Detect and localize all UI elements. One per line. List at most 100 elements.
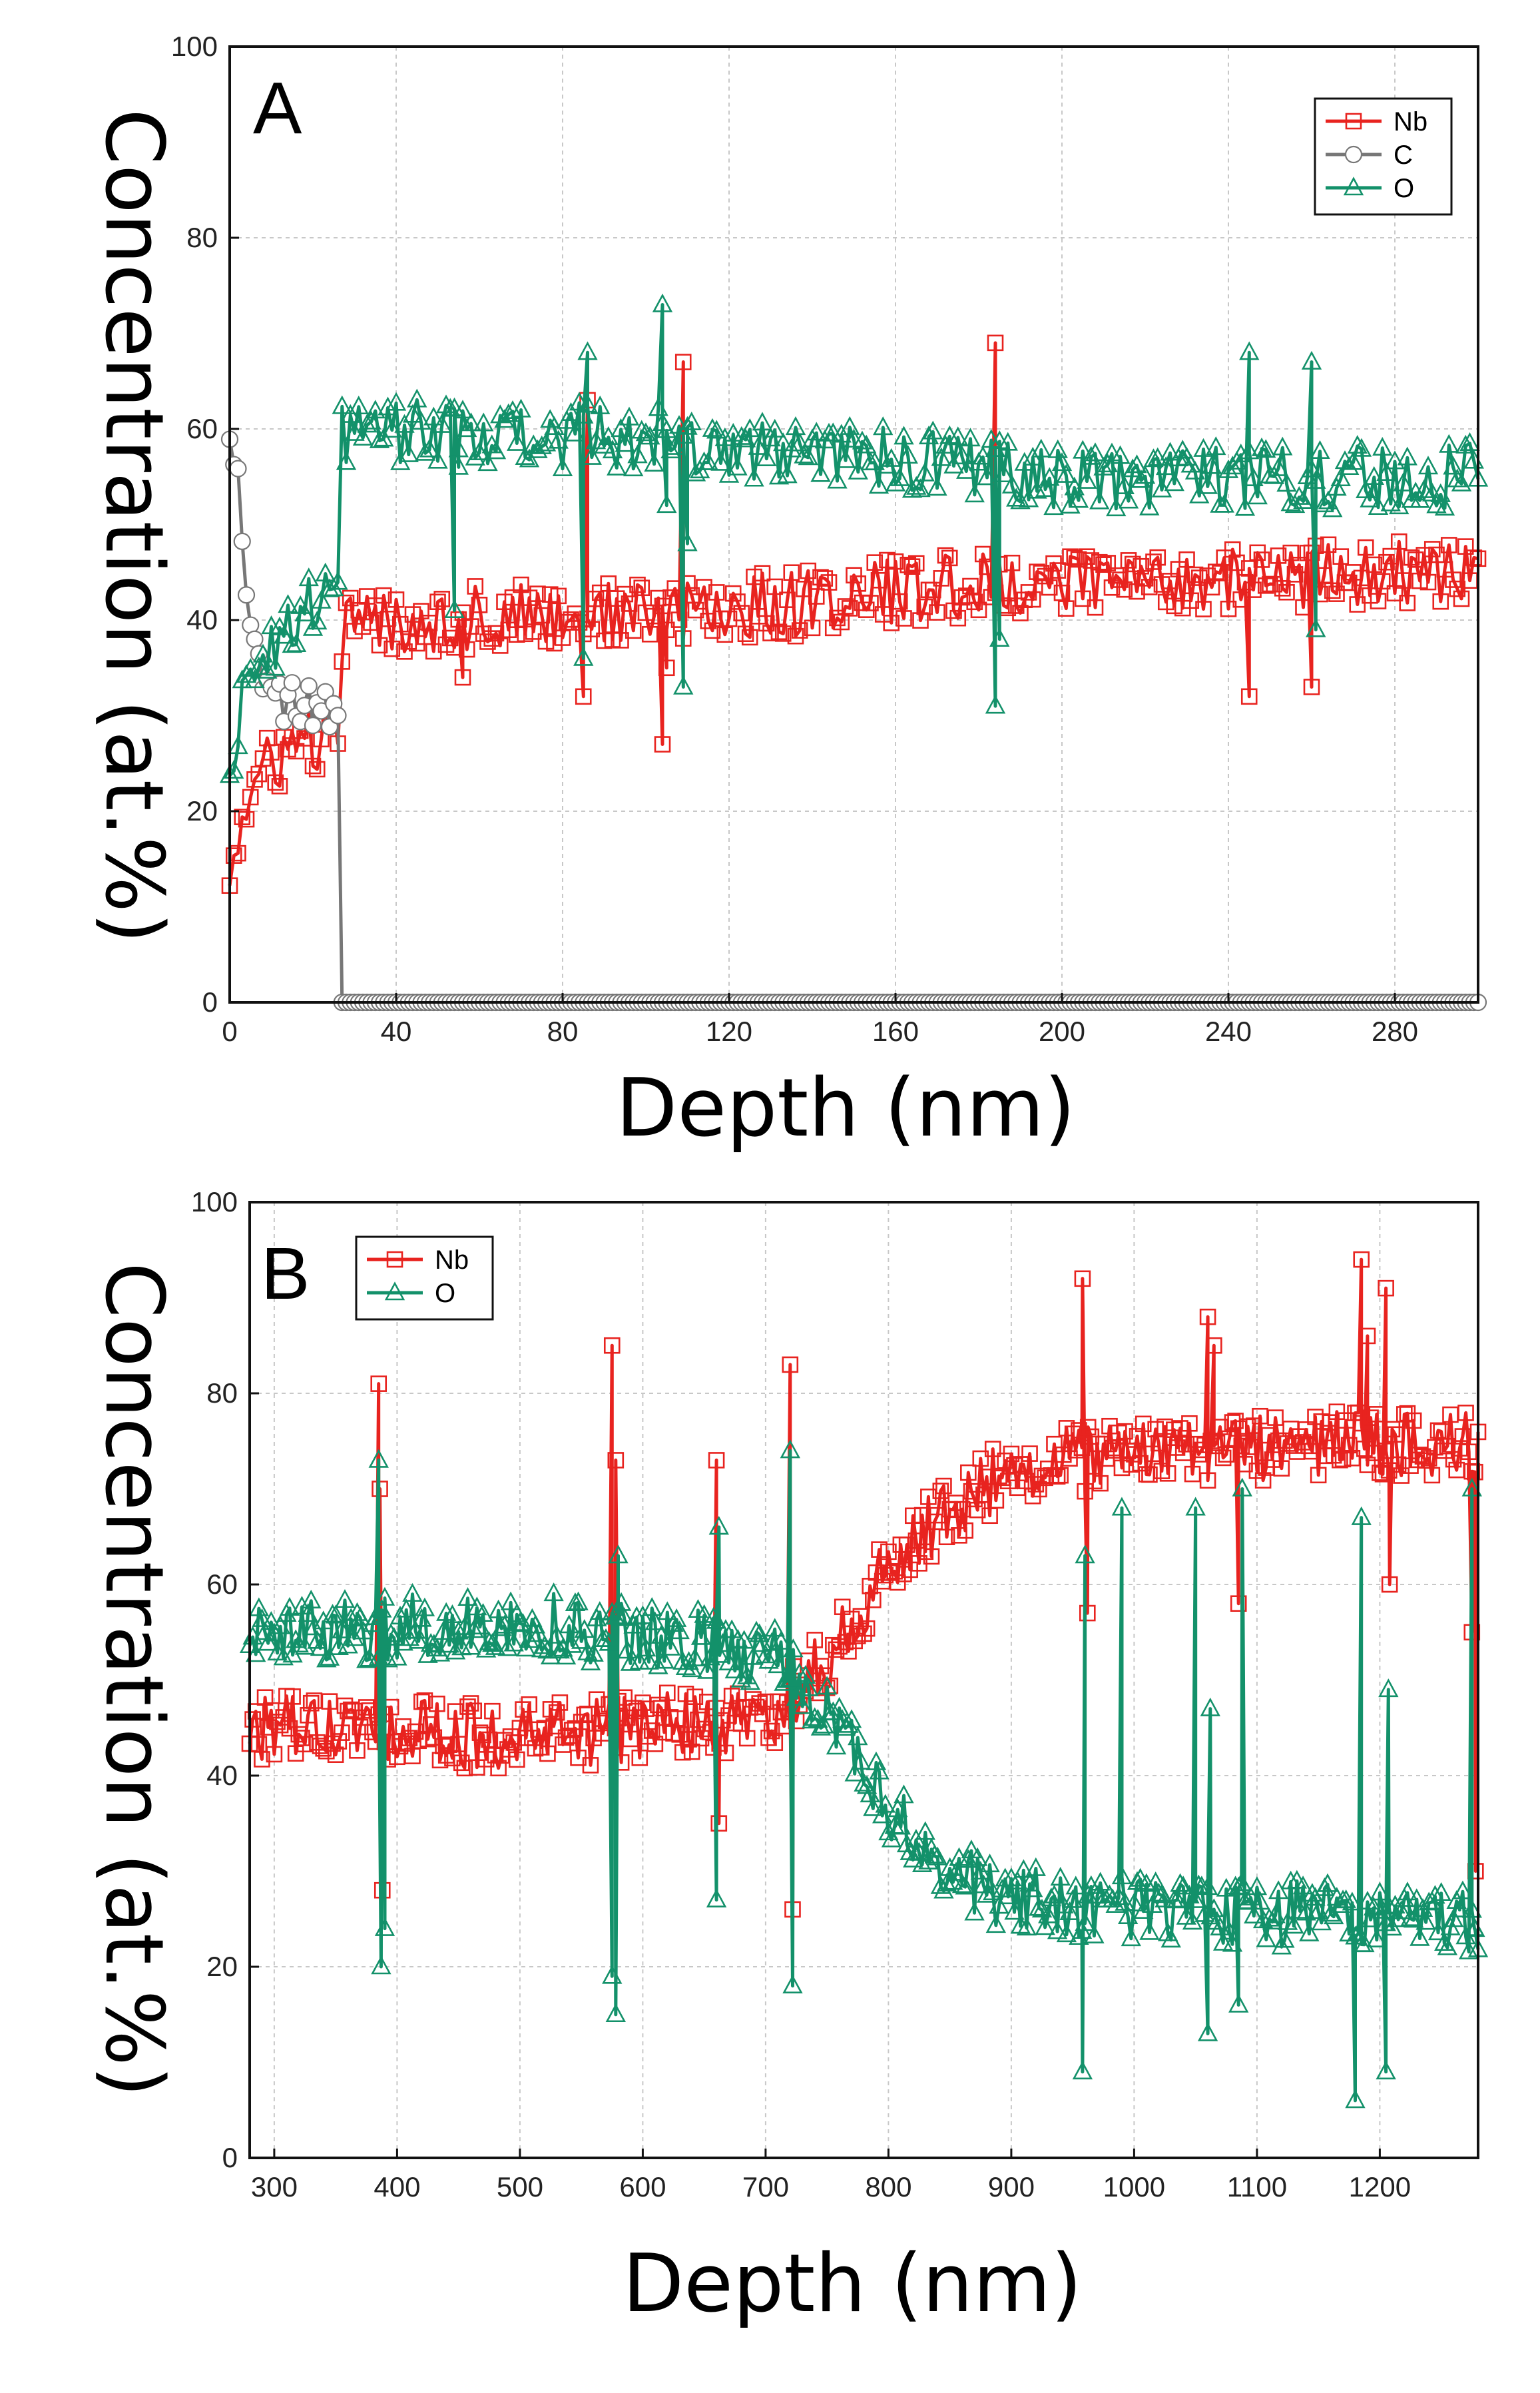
panel-label-b: B <box>261 1233 310 1315</box>
o-point-92 <box>585 430 607 450</box>
nb-point-99 <box>536 1720 553 1737</box>
o-point-38 <box>356 1649 377 1668</box>
o-point-142 <box>777 464 798 484</box>
nb-point-295 <box>1111 1424 1127 1441</box>
o-point-88 <box>573 404 594 424</box>
o-point-134 <box>744 468 764 487</box>
o-point-263 <box>1016 1917 1037 1936</box>
o-point-194 <box>989 627 1010 647</box>
o-point-226 <box>1118 490 1139 509</box>
o-point-245 <box>961 1840 982 1859</box>
o-point-247 <box>1206 436 1226 456</box>
nb-point-196 <box>812 1658 830 1674</box>
series-c <box>220 430 1487 1012</box>
o-point-417 <box>1452 1880 1473 1899</box>
nb-point-409 <box>1439 1437 1456 1455</box>
o-point-292 <box>1380 492 1401 512</box>
o-point-307 <box>1443 456 1463 475</box>
o-point-76 <box>463 1619 484 1638</box>
nb-point-241 <box>1195 601 1212 617</box>
o-point-254 <box>1234 497 1256 516</box>
o-point-302 <box>1127 1871 1148 1890</box>
nb-point-150 <box>820 574 838 591</box>
o-point-187 <box>783 1638 804 1658</box>
nb-point-160 <box>862 595 879 611</box>
o-point-209 <box>1047 439 1068 458</box>
o-point-343 <box>1237 1890 1258 1909</box>
o-point-296 <box>1111 1497 1133 1516</box>
o-point-96 <box>525 1614 546 1634</box>
nb-point-29 <box>342 589 359 607</box>
o-point-299 <box>1117 1905 1139 1924</box>
nb-point-74 <box>459 1698 476 1715</box>
nb-point-16 <box>288 743 305 760</box>
nb-point-94 <box>521 1696 538 1713</box>
o-point-402 <box>1406 1888 1427 1907</box>
o-point-168 <box>730 1668 752 1688</box>
o-point-172 <box>743 1646 764 1665</box>
legend-marker-c-point-0 <box>1344 145 1363 164</box>
nb-point-142 <box>658 1684 676 1702</box>
o-point-121 <box>602 1965 623 1984</box>
c-point-20 <box>304 717 322 735</box>
o-point-77 <box>531 435 552 454</box>
o-point-282 <box>1339 456 1360 476</box>
o-point-219 <box>1089 490 1110 510</box>
o-point-38 <box>378 396 398 416</box>
o-point-154 <box>827 470 848 489</box>
nb-point-218 <box>1099 555 1117 571</box>
nb-point-84 <box>490 1760 507 1777</box>
nb-point-39 <box>361 1702 378 1719</box>
nb-point-266 <box>1027 1476 1045 1493</box>
c-point-4 <box>237 586 256 604</box>
nb-point-72 <box>517 625 534 643</box>
nb-point-20 <box>302 1694 320 1712</box>
nb-point-206 <box>1049 562 1067 579</box>
nb-point-237 <box>1178 551 1195 568</box>
o-point-224 <box>1110 445 1131 464</box>
nb-point-252 <box>984 1441 1001 1457</box>
nb-point-149 <box>680 1731 697 1748</box>
nb-point-6 <box>246 771 263 788</box>
legend-marker-nb-point-0 <box>386 1251 403 1268</box>
o-point-375 <box>1336 1889 1356 1908</box>
o-point-76 <box>527 439 548 458</box>
o-point-224 <box>896 1834 917 1853</box>
nb-point-394 <box>1393 1467 1410 1484</box>
o-point-185 <box>780 1668 800 1687</box>
o-point-167 <box>728 1628 748 1648</box>
o-point-17 <box>292 1596 312 1615</box>
nb-point-165 <box>883 615 900 631</box>
nb-point-304 <box>1449 580 1466 597</box>
o-point-138 <box>760 428 781 447</box>
o-point-282 <box>1072 2061 1093 2080</box>
o-point-164 <box>718 1651 739 1671</box>
o-point-274 <box>1050 1867 1071 1886</box>
o-point-311 <box>1155 1888 1175 1907</box>
o-point-188 <box>786 1687 807 1706</box>
nb-point-215 <box>1087 599 1104 616</box>
nb-point-120 <box>696 579 712 595</box>
nb-point-86 <box>496 1732 513 1749</box>
nb-point-206 <box>843 1610 860 1628</box>
o-point-365 <box>1305 1887 1326 1906</box>
o-point-9 <box>257 659 278 679</box>
o-point-305 <box>1434 497 1455 516</box>
nb-point-44 <box>404 606 421 623</box>
o-point-74 <box>457 1586 478 1606</box>
nb-point-18 <box>296 730 313 747</box>
nb-point-162 <box>870 571 888 589</box>
nb-point-97 <box>613 632 629 649</box>
o-point-196 <box>810 1716 832 1736</box>
nb-point-122 <box>704 622 721 639</box>
nb-point-63 <box>479 633 496 650</box>
nb-point-234 <box>1166 597 1183 615</box>
o-point-283 <box>1343 451 1364 470</box>
nb-point-46 <box>413 603 429 619</box>
o-point-54 <box>396 1598 417 1618</box>
o-point-403 <box>1410 1927 1430 1946</box>
x-tick-label: 800 <box>865 2171 911 2203</box>
nb-point-293 <box>1403 549 1420 566</box>
o-point-257 <box>998 1885 1019 1905</box>
nb-point-389 <box>1380 1462 1398 1479</box>
